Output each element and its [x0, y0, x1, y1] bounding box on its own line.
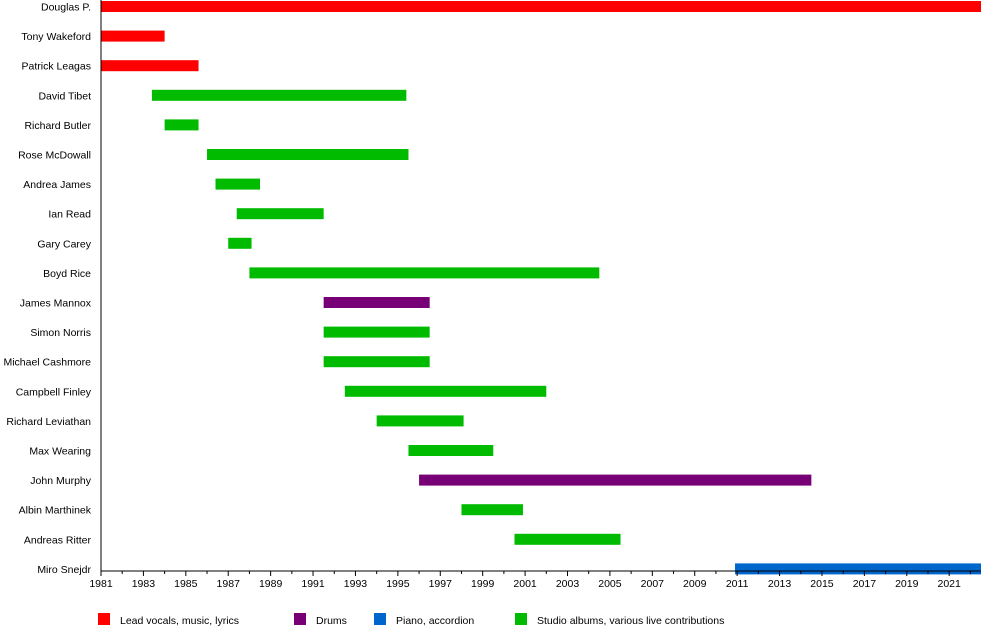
x-tick-label: 2011 — [726, 578, 749, 590]
x-tick-label: 1989 — [259, 578, 283, 590]
member-bar — [323, 326, 430, 338]
member-label: John Murphy — [30, 475, 91, 487]
x-tick-label: 2013 — [768, 578, 792, 590]
member-bar — [101, 30, 165, 42]
member-bar — [461, 504, 523, 516]
member-label: Ian Read — [48, 209, 91, 221]
member-label: David Tibet — [38, 90, 91, 102]
member-label: Richard Butler — [24, 120, 91, 132]
x-tick-label: 2017 — [853, 578, 877, 590]
member-bar — [344, 385, 547, 397]
x-tick-label: 2021 — [938, 578, 962, 590]
x-axis: 1981 1983 1985 1987 1989 1991 1993 1995 1997 1999… — [89, 0, 981, 590]
x-tick-label: 1993 — [344, 578, 368, 590]
member-label: Gary Carey — [37, 238, 91, 250]
bars-group — [101, 1, 981, 575]
x-tick-label: 1985 — [174, 578, 198, 590]
legend-swatch — [294, 613, 306, 625]
member-label: Patrick Leagas — [22, 61, 91, 73]
member-labels-group: Douglas P. Tony Wakeford Patrick Leagas Dav… — [3, 2, 91, 576]
member-bar — [207, 149, 409, 160]
x-tick-label: 2019 — [895, 578, 919, 590]
legend-label: Studio albums, various live contribution… — [537, 615, 724, 627]
member-label: Andreas Ritter — [24, 534, 92, 546]
x-tick-label: 2003 — [556, 578, 580, 590]
x-tick-label: 2001 — [513, 578, 537, 590]
member-bar — [228, 237, 252, 249]
member-bar — [249, 267, 600, 279]
x-tick-label: 2007 — [641, 578, 665, 590]
member-label: Simon Norris — [30, 327, 91, 339]
x-tick-label: 1981 — [89, 578, 113, 590]
member-label: Andrea James — [23, 179, 91, 191]
legend-swatch — [374, 613, 386, 625]
legend-swatch — [98, 613, 110, 625]
legend-label: Piano, accordion — [396, 615, 474, 627]
x-tick-label: 1997 — [429, 578, 453, 590]
member-bar — [236, 208, 324, 220]
member-label: Douglas P. — [41, 2, 91, 14]
member-bar — [376, 415, 464, 427]
x-tick-label: 1987 — [217, 578, 241, 590]
member-bar — [323, 297, 430, 308]
member-bar — [215, 178, 261, 190]
member-label: Campbell Finley — [16, 386, 92, 398]
legend-label: Lead vocals, music, lyrics — [120, 615, 239, 627]
member-bar — [735, 563, 981, 575]
legend: Lead vocals, music, lyrics Drums Piano, ac… — [98, 613, 724, 627]
member-bar — [164, 119, 199, 131]
member-label: Michael Cashmore — [3, 357, 91, 369]
x-tick-label: 2009 — [683, 578, 707, 590]
legend-label: Drums — [316, 615, 347, 627]
x-tick-label: 2005 — [598, 578, 622, 590]
member-label: Rose McDowall — [18, 150, 91, 162]
x-tick-label: 1995 — [386, 578, 410, 590]
member-label: Albin Marthinek — [19, 505, 92, 517]
x-tick-label: 1983 — [132, 578, 156, 590]
member-label: Max Wearing — [29, 446, 91, 458]
member-label: Boyd Rice — [43, 268, 91, 280]
member-label: James Mannox — [20, 298, 92, 310]
x-tick-label: 2015 — [810, 578, 834, 590]
member-bar — [101, 1, 981, 12]
member-bar — [101, 60, 199, 72]
member-label: Richard Leviathan — [6, 416, 91, 428]
member-bar — [419, 474, 812, 486]
member-bar — [151, 89, 407, 101]
x-tick-label: 1999 — [471, 578, 495, 590]
member-label: Miro Snejdr — [37, 564, 91, 576]
member-bar — [408, 445, 494, 456]
member-bar — [514, 533, 621, 545]
member-label: Tony Wakeford — [21, 31, 91, 43]
member-bar — [323, 356, 430, 368]
legend-swatch — [515, 613, 527, 625]
x-tick-label: 1991 — [301, 578, 325, 590]
